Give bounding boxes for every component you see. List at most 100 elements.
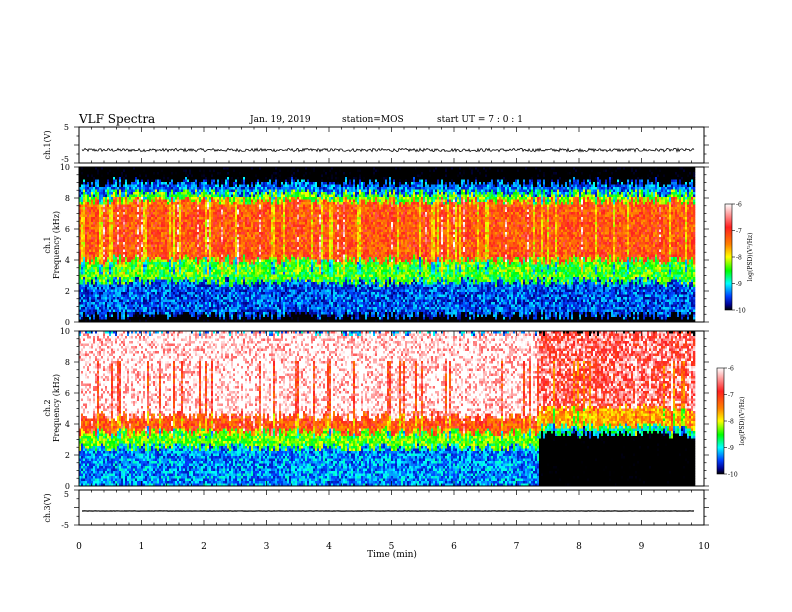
spectrogram-cell [99, 187, 101, 190]
spectrogram-cell [95, 230, 97, 233]
spectrogram-cell [99, 310, 101, 313]
spectrogram-cell [89, 207, 91, 210]
spectrogram-cell [109, 265, 111, 268]
spectrogram-cell [87, 262, 89, 265]
spectrogram-cell [95, 202, 97, 205]
spectrogram-cell [93, 245, 95, 248]
spectrogram-cell [95, 182, 97, 185]
spectrogram-cell [91, 310, 93, 313]
spectrogram-cell [89, 247, 91, 250]
spectrogram-cell [89, 310, 91, 313]
spectrogram-cell [89, 307, 91, 310]
spectrogram-cell [91, 197, 93, 200]
spectrogram-cell [85, 307, 87, 310]
spectrogram-cell [105, 262, 107, 265]
spectrogram-cell [101, 230, 103, 233]
spectrogram-cell [109, 212, 111, 215]
spectrogram-cell [107, 230, 109, 233]
spectrogram-cell [109, 177, 111, 180]
spectrogram-cell [95, 207, 97, 210]
spectrogram-cell [107, 217, 109, 220]
spectrogram-cell [105, 255, 107, 258]
spectrogram-cell [103, 282, 105, 285]
spectrogram-cell [99, 215, 101, 218]
spectrogram-cell [103, 260, 105, 263]
spectrogram-cell [103, 182, 105, 185]
spectrogram-cell [103, 287, 105, 290]
spectrogram-cell [97, 170, 99, 173]
spectrogram-cell [87, 230, 89, 233]
ch1-ytick-top: 5 [64, 123, 69, 132]
spectrogram-cell [85, 205, 87, 208]
spectrogram-cell [95, 177, 97, 180]
spectrogram-cell [99, 270, 101, 273]
spectrogram-cell [97, 290, 99, 293]
spectrogram-cell [107, 315, 109, 318]
spectrogram-cell [81, 300, 83, 303]
spectrogram-cell [99, 192, 101, 195]
spectrogram-cell [89, 295, 91, 298]
spectrogram-cell [105, 175, 107, 178]
spectrogram-cell [87, 172, 89, 175]
spectrogram-cell [89, 217, 91, 220]
spectrogram-cell [99, 237, 101, 240]
spectrogram-cell [89, 182, 91, 185]
spectrogram-cell [107, 202, 109, 205]
spectrogram-cell [91, 222, 93, 225]
spectrogram-cell [93, 300, 95, 303]
spectrogram-cell [109, 262, 111, 265]
spectrogram-cell [93, 265, 95, 268]
spectrogram-cell [99, 257, 101, 260]
spectrogram-cell [87, 267, 89, 270]
spectrogram-cell [87, 200, 89, 203]
spectrogram-cell [87, 260, 89, 263]
spectrogram-cell [105, 227, 107, 230]
spectrogram-cell [87, 280, 89, 283]
spectrogram-cell [83, 207, 85, 210]
spectrogram-cell [103, 170, 105, 173]
spectrogram-cell [99, 275, 101, 278]
spectrogram-cell [101, 300, 103, 303]
spectrogram-cell [105, 290, 107, 293]
spectrogram-cell [85, 175, 87, 178]
spectrogram-cell [107, 282, 109, 285]
spectrogram-cell [89, 205, 91, 208]
spectrogram-cell [89, 240, 91, 243]
spectrogram-cell [89, 305, 91, 308]
spectrogram-cell [87, 235, 89, 238]
spectrogram-cell [95, 217, 97, 220]
spectrogram-cell [81, 292, 83, 295]
spectrogram-cell [103, 200, 105, 203]
spectrogram-cell [91, 237, 93, 240]
spectrogram-cell [83, 257, 85, 260]
spectrogram-cell [95, 265, 97, 268]
spectrogram-cell [95, 227, 97, 230]
spectrogram-cell [85, 172, 87, 175]
spectrogram-cell [99, 315, 101, 318]
spectrogram-cell [97, 227, 99, 230]
spectrogram-cell [85, 240, 87, 243]
spectrogram-cell [87, 257, 89, 260]
spectrogram-cell [83, 295, 85, 298]
spectrogram-cell [81, 172, 83, 175]
spectrogram-cell [93, 237, 95, 240]
spectrogram-cell [99, 250, 101, 253]
spectrogram-cell [83, 190, 85, 193]
spectrogram-cell [91, 285, 93, 288]
spectrogram-cell [85, 225, 87, 228]
spectrogram-cell [107, 210, 109, 213]
spectrogram-cell [103, 180, 105, 183]
spectrogram-cell [83, 235, 85, 238]
spectrogram-cell [103, 220, 105, 223]
spectrogram-cell [85, 282, 87, 285]
spectrogram-cell [103, 175, 105, 178]
spectrogram-cell [95, 255, 97, 258]
spectrogram-cell [81, 232, 83, 235]
spectrogram-cell [95, 287, 97, 290]
spectrogram-cell [105, 212, 107, 215]
spectrogram-cell [101, 305, 103, 308]
spectrogram-cell [107, 237, 109, 240]
spectrogram-cell [81, 267, 83, 270]
spectrogram-cell [93, 227, 95, 230]
spectrogram-cell [107, 172, 109, 175]
